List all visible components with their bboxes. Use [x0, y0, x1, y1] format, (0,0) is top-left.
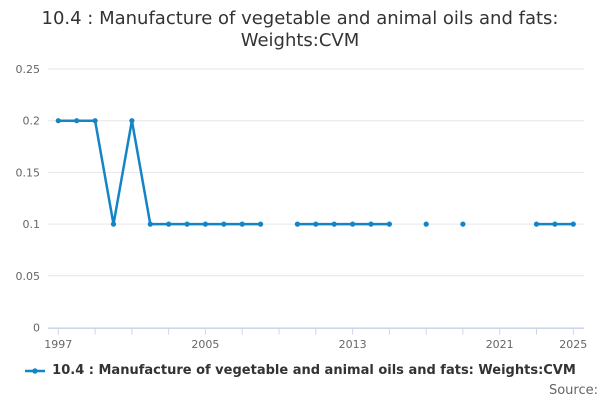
legend-line-with-dot-icon: [25, 367, 46, 374]
svg-text:0: 0: [33, 322, 40, 335]
svg-text:0.1: 0.1: [23, 218, 41, 231]
svg-text:2013: 2013: [339, 338, 367, 351]
legend: 10.4 : Manufacture of vegetable and anim…: [0, 363, 600, 378]
svg-text:0.15: 0.15: [16, 166, 41, 179]
chart-title: 10.4 : Manufacture of vegetable and anim…: [41, 8, 559, 51]
legend-item[interactable]: 10.4 : Manufacture of vegetable and anim…: [24, 363, 576, 378]
svg-text:2021: 2021: [486, 338, 514, 351]
svg-text:0.05: 0.05: [16, 270, 41, 283]
source-label: Source:: [548, 383, 598, 398]
svg-text:2005: 2005: [191, 338, 219, 351]
legend-item-label: 10.4 : Manufacture of vegetable and anim…: [52, 363, 576, 378]
svg-text:1997: 1997: [44, 338, 72, 351]
svg-text:2025: 2025: [559, 338, 587, 351]
svg-text:0.2: 0.2: [23, 115, 41, 128]
svg-text:0.25: 0.25: [16, 63, 41, 76]
